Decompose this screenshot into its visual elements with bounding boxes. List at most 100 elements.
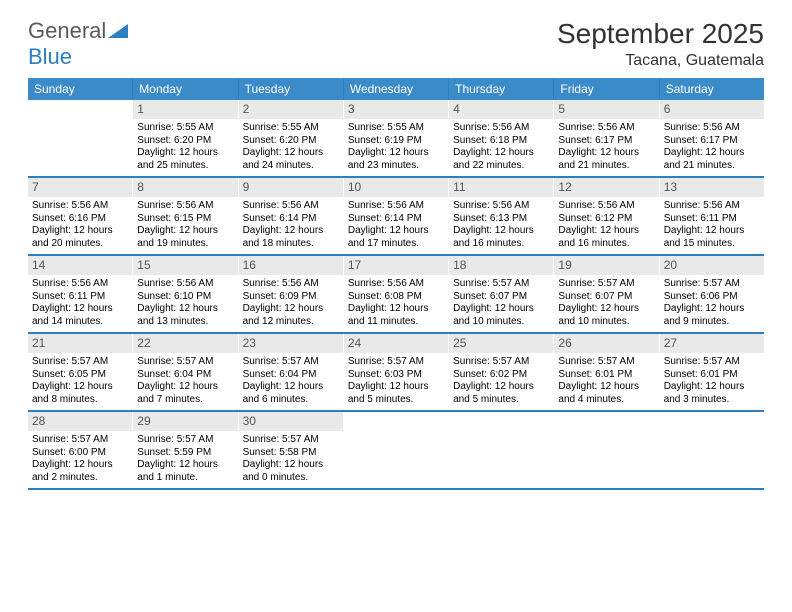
calendar-day [28,100,133,176]
calendar-day: 21Sunrise: 5:57 AMSunset: 6:05 PMDayligh… [28,334,133,410]
daylight-text-2: and 2 minutes. [32,472,128,485]
sunrise-text: Sunrise: 5:56 AM [243,200,339,213]
sunrise-text: Sunrise: 5:57 AM [243,434,339,447]
weekday-header: Sunday [28,78,133,100]
sunrise-text: Sunrise: 5:57 AM [243,356,339,369]
day-number: 30 [239,412,343,431]
calendar-week: 21Sunrise: 5:57 AMSunset: 6:05 PMDayligh… [28,334,764,412]
sunset-text: Sunset: 6:07 PM [558,291,654,304]
sunrise-text: Sunrise: 5:57 AM [453,356,549,369]
daylight-text-1: Daylight: 12 hours [558,225,654,238]
sunrise-text: Sunrise: 5:56 AM [243,278,339,291]
daylight-text-2: and 13 minutes. [137,316,233,329]
day-number: 24 [344,334,448,353]
calendar-week: 14Sunrise: 5:56 AMSunset: 6:11 PMDayligh… [28,256,764,334]
daylight-text-2: and 18 minutes. [243,238,339,251]
sunset-text: Sunset: 6:11 PM [664,213,760,226]
daylight-text-1: Daylight: 12 hours [453,225,549,238]
sunset-text: Sunset: 6:01 PM [664,369,760,382]
calendar-day: 20Sunrise: 5:57 AMSunset: 6:06 PMDayligh… [660,256,764,332]
sunset-text: Sunset: 6:04 PM [137,369,233,382]
day-number: 22 [133,334,237,353]
daylight-text-2: and 15 minutes. [664,238,760,251]
calendar-day: 12Sunrise: 5:56 AMSunset: 6:12 PMDayligh… [554,178,659,254]
sunrise-text: Sunrise: 5:56 AM [453,122,549,135]
daylight-text-2: and 9 minutes. [664,316,760,329]
header: General Blue September 2025 Tacana, Guat… [28,18,764,70]
sunrise-text: Sunrise: 5:55 AM [137,122,233,135]
sunrise-text: Sunrise: 5:56 AM [664,122,760,135]
calendar-day: 24Sunrise: 5:57 AMSunset: 6:03 PMDayligh… [344,334,449,410]
sunrise-text: Sunrise: 5:55 AM [348,122,444,135]
daylight-text-2: and 24 minutes. [243,160,339,173]
calendar-week: 1Sunrise: 5:55 AMSunset: 6:20 PMDaylight… [28,100,764,178]
day-number: 20 [660,256,764,275]
sunset-text: Sunset: 5:58 PM [243,447,339,460]
calendar-day: 6Sunrise: 5:56 AMSunset: 6:17 PMDaylight… [660,100,764,176]
sunset-text: Sunset: 6:02 PM [453,369,549,382]
sunset-text: Sunset: 6:07 PM [453,291,549,304]
logo-text: General Blue [28,18,128,70]
sunset-text: Sunset: 6:19 PM [348,135,444,148]
daylight-text-1: Daylight: 12 hours [558,147,654,160]
sunrise-text: Sunrise: 5:57 AM [32,356,128,369]
sunrise-text: Sunrise: 5:56 AM [348,200,444,213]
calendar-week: 28Sunrise: 5:57 AMSunset: 6:00 PMDayligh… [28,412,764,490]
daylight-text-2: and 8 minutes. [32,394,128,407]
daylight-text-2: and 4 minutes. [558,394,654,407]
daylight-text-2: and 25 minutes. [137,160,233,173]
sunset-text: Sunset: 6:01 PM [558,369,654,382]
sunset-text: Sunset: 6:00 PM [32,447,128,460]
sunrise-text: Sunrise: 5:56 AM [558,122,654,135]
day-number: 12 [554,178,658,197]
daylight-text-1: Daylight: 12 hours [243,303,339,316]
logo-text-part2: Blue [28,44,72,69]
daylight-text-2: and 14 minutes. [32,316,128,329]
location: Tacana, Guatemala [557,52,764,70]
calendar-day: 19Sunrise: 5:57 AMSunset: 6:07 PMDayligh… [554,256,659,332]
daylight-text-2: and 20 minutes. [32,238,128,251]
daylight-text-2: and 6 minutes. [243,394,339,407]
day-number: 29 [133,412,237,431]
daylight-text-2: and 3 minutes. [664,394,760,407]
calendar-day: 11Sunrise: 5:56 AMSunset: 6:13 PMDayligh… [449,178,554,254]
sunset-text: Sunset: 6:09 PM [243,291,339,304]
calendar-day: 30Sunrise: 5:57 AMSunset: 5:58 PMDayligh… [239,412,344,488]
sunset-text: Sunset: 6:20 PM [243,135,339,148]
daylight-text-2: and 19 minutes. [137,238,233,251]
weekday-header: Tuesday [239,78,344,100]
logo: General Blue [28,18,128,70]
daylight-text-1: Daylight: 12 hours [137,225,233,238]
calendar-day: 29Sunrise: 5:57 AMSunset: 5:59 PMDayligh… [133,412,238,488]
sunset-text: Sunset: 6:15 PM [137,213,233,226]
daylight-text-1: Daylight: 12 hours [348,225,444,238]
daylight-text-1: Daylight: 12 hours [558,381,654,394]
sunrise-text: Sunrise: 5:57 AM [137,356,233,369]
calendar-day: 5Sunrise: 5:56 AMSunset: 6:17 PMDaylight… [554,100,659,176]
day-number: 10 [344,178,448,197]
day-number: 5 [554,100,658,119]
sunrise-text: Sunrise: 5:57 AM [32,434,128,447]
calendar-day [344,412,449,488]
day-number: 6 [660,100,764,119]
calendar-day: 15Sunrise: 5:56 AMSunset: 6:10 PMDayligh… [133,256,238,332]
calendar-day: 17Sunrise: 5:56 AMSunset: 6:08 PMDayligh… [344,256,449,332]
calendar-day: 23Sunrise: 5:57 AMSunset: 6:04 PMDayligh… [239,334,344,410]
daylight-text-1: Daylight: 12 hours [558,303,654,316]
day-number: 4 [449,100,553,119]
daylight-text-2: and 17 minutes. [348,238,444,251]
daylight-text-2: and 10 minutes. [453,316,549,329]
daylight-text-1: Daylight: 12 hours [453,381,549,394]
day-number: 21 [28,334,132,353]
daylight-text-1: Daylight: 12 hours [137,303,233,316]
sunrise-text: Sunrise: 5:57 AM [137,434,233,447]
calendar-day: 27Sunrise: 5:57 AMSunset: 6:01 PMDayligh… [660,334,764,410]
calendar-day: 22Sunrise: 5:57 AMSunset: 6:04 PMDayligh… [133,334,238,410]
calendar-week: 7Sunrise: 5:56 AMSunset: 6:16 PMDaylight… [28,178,764,256]
sunset-text: Sunset: 6:17 PM [664,135,760,148]
calendar-day: 18Sunrise: 5:57 AMSunset: 6:07 PMDayligh… [449,256,554,332]
weekday-header-row: SundayMondayTuesdayWednesdayThursdayFrid… [28,78,764,100]
day-number: 25 [449,334,553,353]
calendar-day: 4Sunrise: 5:56 AMSunset: 6:18 PMDaylight… [449,100,554,176]
weekday-header: Friday [554,78,659,100]
